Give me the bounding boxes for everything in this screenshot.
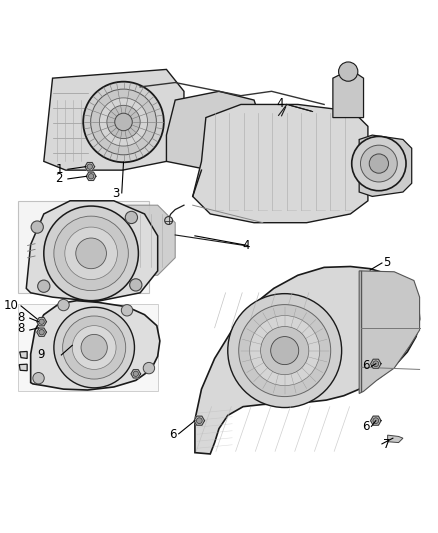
Circle shape	[373, 361, 379, 367]
Circle shape	[373, 418, 379, 424]
Polygon shape	[86, 172, 96, 181]
Circle shape	[54, 216, 128, 290]
Circle shape	[130, 279, 142, 291]
Text: 6: 6	[362, 359, 370, 372]
Text: 4: 4	[242, 239, 250, 253]
Circle shape	[83, 82, 164, 162]
Circle shape	[58, 300, 69, 311]
Circle shape	[125, 211, 138, 223]
Circle shape	[352, 136, 406, 191]
Circle shape	[76, 238, 106, 269]
Circle shape	[339, 62, 358, 81]
Text: 6: 6	[169, 428, 177, 441]
Text: 10: 10	[4, 298, 18, 312]
Circle shape	[196, 418, 202, 424]
Circle shape	[88, 174, 94, 179]
Polygon shape	[105, 205, 175, 275]
Circle shape	[44, 206, 138, 301]
Text: 8: 8	[18, 311, 25, 324]
Polygon shape	[359, 135, 412, 197]
Text: 3: 3	[113, 187, 120, 200]
Text: 6: 6	[362, 420, 370, 433]
Polygon shape	[131, 370, 141, 378]
Polygon shape	[19, 364, 27, 371]
Circle shape	[261, 327, 309, 375]
Polygon shape	[26, 201, 158, 302]
Polygon shape	[20, 351, 27, 359]
Polygon shape	[18, 304, 158, 391]
Polygon shape	[37, 328, 46, 336]
Polygon shape	[31, 301, 160, 390]
Polygon shape	[371, 416, 381, 425]
Text: 1: 1	[55, 163, 63, 176]
Polygon shape	[371, 359, 381, 368]
Text: 4: 4	[276, 97, 284, 110]
Circle shape	[72, 326, 116, 369]
Circle shape	[239, 304, 331, 397]
Polygon shape	[44, 69, 184, 170]
Circle shape	[81, 334, 107, 361]
Circle shape	[87, 164, 92, 169]
Circle shape	[65, 227, 117, 280]
Circle shape	[63, 316, 126, 379]
Circle shape	[165, 216, 173, 224]
Circle shape	[228, 294, 342, 408]
Circle shape	[271, 336, 299, 365]
Circle shape	[143, 362, 155, 374]
Polygon shape	[193, 104, 368, 223]
Polygon shape	[194, 416, 205, 425]
Circle shape	[133, 371, 138, 376]
Circle shape	[91, 89, 156, 155]
Circle shape	[369, 154, 389, 173]
Polygon shape	[333, 69, 364, 118]
Circle shape	[31, 221, 43, 233]
Circle shape	[38, 280, 50, 292]
Circle shape	[33, 373, 44, 384]
Polygon shape	[85, 163, 95, 171]
Polygon shape	[388, 435, 403, 442]
Circle shape	[121, 304, 133, 316]
Circle shape	[39, 329, 44, 335]
Text: 8: 8	[18, 322, 25, 335]
Polygon shape	[195, 266, 420, 454]
Polygon shape	[18, 201, 149, 293]
Polygon shape	[37, 318, 46, 326]
Text: 7: 7	[382, 438, 390, 451]
Circle shape	[360, 145, 397, 182]
Circle shape	[39, 319, 44, 325]
Circle shape	[99, 98, 148, 146]
Circle shape	[250, 316, 320, 386]
Text: 2: 2	[55, 172, 63, 185]
Text: 9: 9	[37, 349, 45, 361]
Circle shape	[54, 307, 134, 388]
Polygon shape	[359, 271, 420, 393]
Polygon shape	[166, 91, 263, 170]
Circle shape	[115, 113, 132, 131]
Circle shape	[107, 106, 140, 139]
Text: 5: 5	[383, 256, 390, 269]
